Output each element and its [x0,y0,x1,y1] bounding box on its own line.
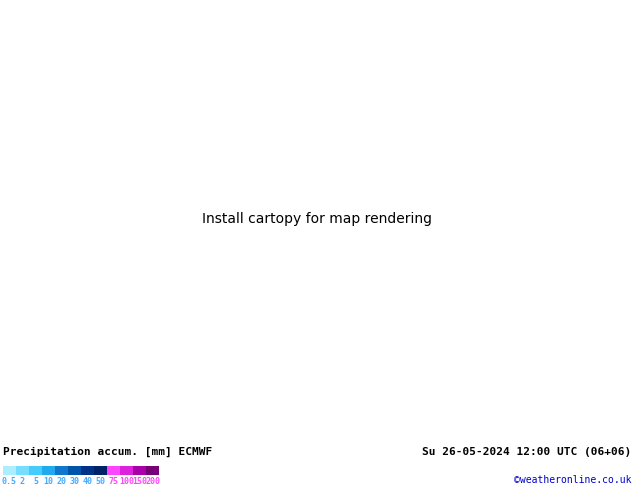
FancyBboxPatch shape [146,466,159,475]
FancyBboxPatch shape [133,466,146,475]
Text: 75: 75 [108,477,119,486]
Text: 30: 30 [70,477,79,486]
FancyBboxPatch shape [120,466,133,475]
FancyBboxPatch shape [68,466,81,475]
Text: 200: 200 [145,477,160,486]
Text: 100: 100 [119,477,134,486]
FancyBboxPatch shape [29,466,42,475]
FancyBboxPatch shape [16,466,29,475]
FancyBboxPatch shape [94,466,107,475]
Text: 150: 150 [132,477,147,486]
Text: 2: 2 [20,477,25,486]
FancyBboxPatch shape [107,466,120,475]
Text: 10: 10 [44,477,53,486]
Text: ©weatheronline.co.uk: ©weatheronline.co.uk [514,475,631,485]
Text: 20: 20 [56,477,67,486]
Text: Precipitation accum. [mm] ECMWF: Precipitation accum. [mm] ECMWF [3,446,212,457]
FancyBboxPatch shape [3,466,16,475]
Text: 50: 50 [96,477,105,486]
Text: 5: 5 [33,477,38,486]
Text: Install cartopy for map rendering: Install cartopy for map rendering [202,212,432,226]
FancyBboxPatch shape [55,466,68,475]
FancyBboxPatch shape [42,466,55,475]
Text: 0.5: 0.5 [2,477,17,486]
FancyBboxPatch shape [81,466,94,475]
Text: 40: 40 [82,477,93,486]
Text: Su 26-05-2024 12:00 UTC (06+06): Su 26-05-2024 12:00 UTC (06+06) [422,447,631,457]
